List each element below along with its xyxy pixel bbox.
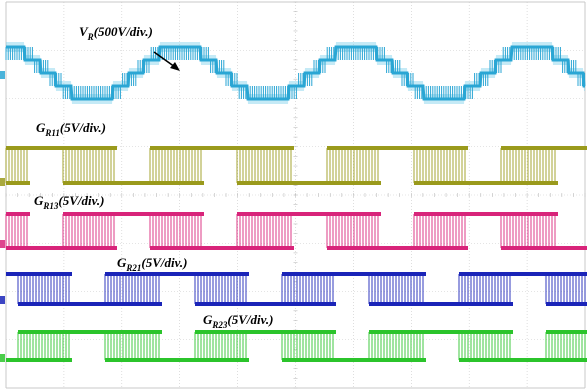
label-vr: VR(500V/div.)	[79, 24, 153, 42]
gate-switching-edges	[17, 332, 586, 360]
channel-markers	[0, 71, 5, 362]
gate-switching-edges	[5, 214, 556, 248]
trace-gr21	[6, 272, 587, 306]
gate-switching-edges	[5, 148, 556, 183]
trace-gr11	[5, 146, 587, 185]
trace-vr	[5, 42, 586, 104]
channel-ground-marker	[0, 71, 5, 79]
trace-gr23	[6, 330, 587, 362]
channel-ground-marker	[0, 296, 5, 304]
trace-labels: VR(500V/div.) GR11(5V/div.) GR13(5V/div.…	[34, 24, 274, 330]
trace-gr13	[5, 212, 587, 250]
label-gr13: GR13(5V/div.)	[34, 193, 105, 211]
traces	[5, 42, 587, 362]
label-gr21: GR21(5V/div.)	[117, 255, 188, 273]
vr-pointer-arrow	[153, 51, 180, 71]
arrow-head	[170, 62, 180, 71]
gate-switching-edges	[17, 274, 586, 304]
label-gr11: GR11(5V/div.)	[36, 120, 106, 138]
arrow-shaft	[153, 51, 176, 68]
vr-staircase	[6, 45, 586, 101]
label-gr23: GR23(5V/div.)	[203, 312, 274, 330]
channel-ground-marker	[0, 178, 5, 186]
channel-ground-marker	[0, 354, 5, 362]
channel-ground-marker	[0, 240, 5, 248]
